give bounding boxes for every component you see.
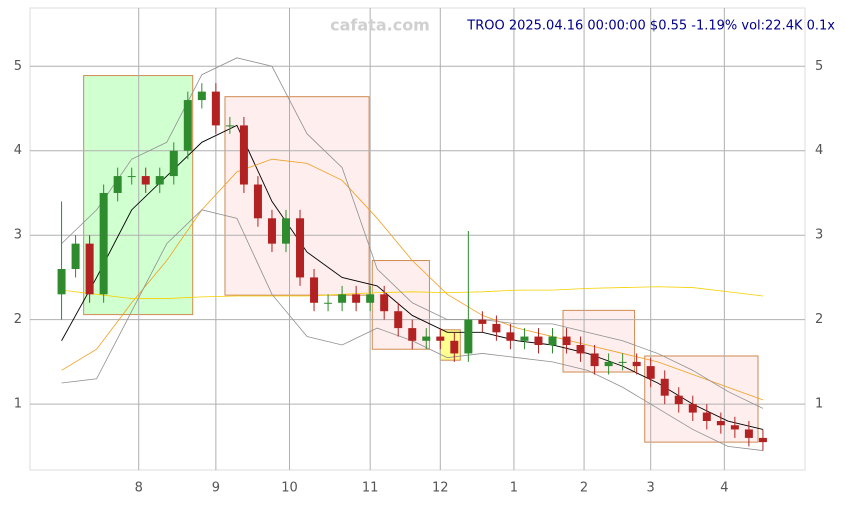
- zone: [224, 96, 370, 296]
- y-tick-label: 3: [14, 228, 22, 243]
- indicator-line: [61, 286, 763, 299]
- y-tick-label: 4: [14, 143, 22, 158]
- y-tick-label-right: 3: [815, 228, 823, 243]
- candle-body: [660, 378, 669, 396]
- candle-body: [57, 268, 66, 295]
- zone: [644, 355, 759, 443]
- y-tick-label-right: 2: [815, 312, 823, 327]
- candle-body: [141, 176, 150, 185]
- candle-body: [632, 361, 641, 367]
- x-tick-label: 8: [135, 481, 143, 496]
- x-tick-label: 12: [432, 481, 449, 496]
- candle-body: [464, 319, 473, 354]
- y-tick-label-right: 1: [815, 397, 823, 412]
- x-tick-label: 2: [580, 481, 588, 496]
- candle-body: [436, 336, 445, 341]
- candle-body: [576, 344, 585, 354]
- candle-body: [450, 340, 459, 354]
- candle-body: [646, 366, 655, 379]
- candle-body: [548, 336, 557, 345]
- candle-body: [744, 429, 753, 438]
- candle-body: [324, 302, 333, 304]
- candle-body: [99, 192, 108, 295]
- candles: [57, 83, 767, 451]
- candle-body: [85, 243, 94, 295]
- candle-body: [352, 294, 361, 303]
- y-tick-label: 2: [14, 312, 22, 327]
- candle-body: [492, 323, 501, 333]
- indicator-line: [61, 57, 764, 409]
- candle-body: [562, 336, 571, 345]
- candle-body: [267, 218, 276, 244]
- candle-body: [155, 176, 164, 185]
- candle-body: [716, 421, 725, 426]
- x-tick-label: 3: [647, 481, 655, 496]
- candle-body: [366, 294, 375, 303]
- x-tick-label: 11: [362, 481, 379, 496]
- candle-body: [478, 319, 487, 324]
- candle-body: [197, 91, 206, 101]
- candle-body: [590, 353, 599, 367]
- candle-body: [730, 425, 739, 430]
- y-tick-label: 1: [14, 397, 22, 412]
- candle-body: [281, 218, 290, 244]
- candle-body: [127, 176, 136, 178]
- grid: [30, 8, 805, 470]
- candle-body: [422, 336, 431, 341]
- candle-body: [183, 100, 192, 151]
- candle-body: [239, 125, 248, 185]
- candle-body: [688, 404, 697, 413]
- candle-body: [534, 336, 543, 345]
- indicator-line: [61, 124, 764, 430]
- candle-body: [296, 218, 305, 278]
- indicator-line: [61, 158, 764, 401]
- candle-body: [702, 412, 711, 422]
- watermark: cafata.com: [330, 16, 430, 35]
- candle-body: [408, 328, 417, 341]
- chart-title: TROO 2025.04.16 00:00:00 $0.55 -1.19% vo…: [466, 19, 835, 34]
- candle-body: [253, 184, 262, 219]
- candle-body: [211, 91, 220, 126]
- candle-body: [506, 332, 515, 341]
- candle-body: [113, 176, 122, 193]
- candle-body: [604, 361, 613, 367]
- y-tick-label-right: 4: [815, 143, 823, 158]
- candle-body: [674, 395, 683, 405]
- candle-body: [394, 311, 403, 329]
- candle-body: [169, 150, 178, 177]
- candle-body: [758, 437, 767, 443]
- candle-body: [225, 125, 234, 127]
- x-tick-label: 1: [510, 481, 518, 496]
- x-tick-label: 10: [281, 481, 298, 496]
- candle-body: [338, 294, 347, 303]
- y-tick-label-right: 5: [815, 59, 823, 74]
- y-tick-label: 5: [14, 59, 22, 74]
- candle-body: [310, 277, 319, 303]
- candle-body: [71, 243, 80, 269]
- candle-body: [380, 294, 389, 312]
- x-tick-label: 9: [212, 481, 220, 496]
- candle-body: [618, 361, 627, 363]
- candle-body: [520, 336, 529, 341]
- x-tick-label: 4: [720, 481, 728, 496]
- labels: 1 12 23 34 45 58 9 10 11 12 1 2 3 4: [14, 59, 824, 496]
